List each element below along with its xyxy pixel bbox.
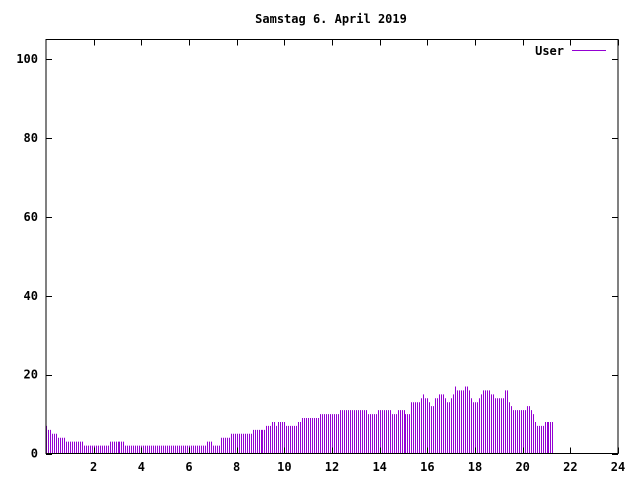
plot-frame [45,39,619,454]
legend-label-user: User [535,44,564,58]
chart-title: Samstag 6. April 2019 [255,12,407,26]
y-axis: 0 20 40 60 80 100 [16,52,618,461]
y-tick-label: 60 [24,210,38,224]
x-tick-label: 18 [468,460,482,474]
y-tick-label: 20 [24,368,38,382]
y-tick-label: 100 [16,52,38,66]
x-axis: 2 4 6 8 10 12 14 16 18 20 22 24 [90,39,625,474]
x-tick-label: 4 [138,460,145,474]
x-tick-label: 16 [420,460,434,474]
x-tick-label: 12 [325,460,339,474]
x-tick-label: 22 [563,460,577,474]
x-tick-label: 10 [277,460,291,474]
y-tick-label: 0 [31,447,38,461]
x-tick-label: 8 [233,460,240,474]
x-tick-label: 20 [515,460,529,474]
x-tick-label: 2 [90,460,97,474]
bar-series [46,386,553,454]
legend: User [535,44,606,58]
y-tick-label: 40 [24,289,38,303]
x-tick-label: 24 [611,460,625,474]
x-tick-label: 14 [372,460,386,474]
x-tick-label: 6 [185,460,192,474]
y-tick-label: 80 [24,131,38,145]
